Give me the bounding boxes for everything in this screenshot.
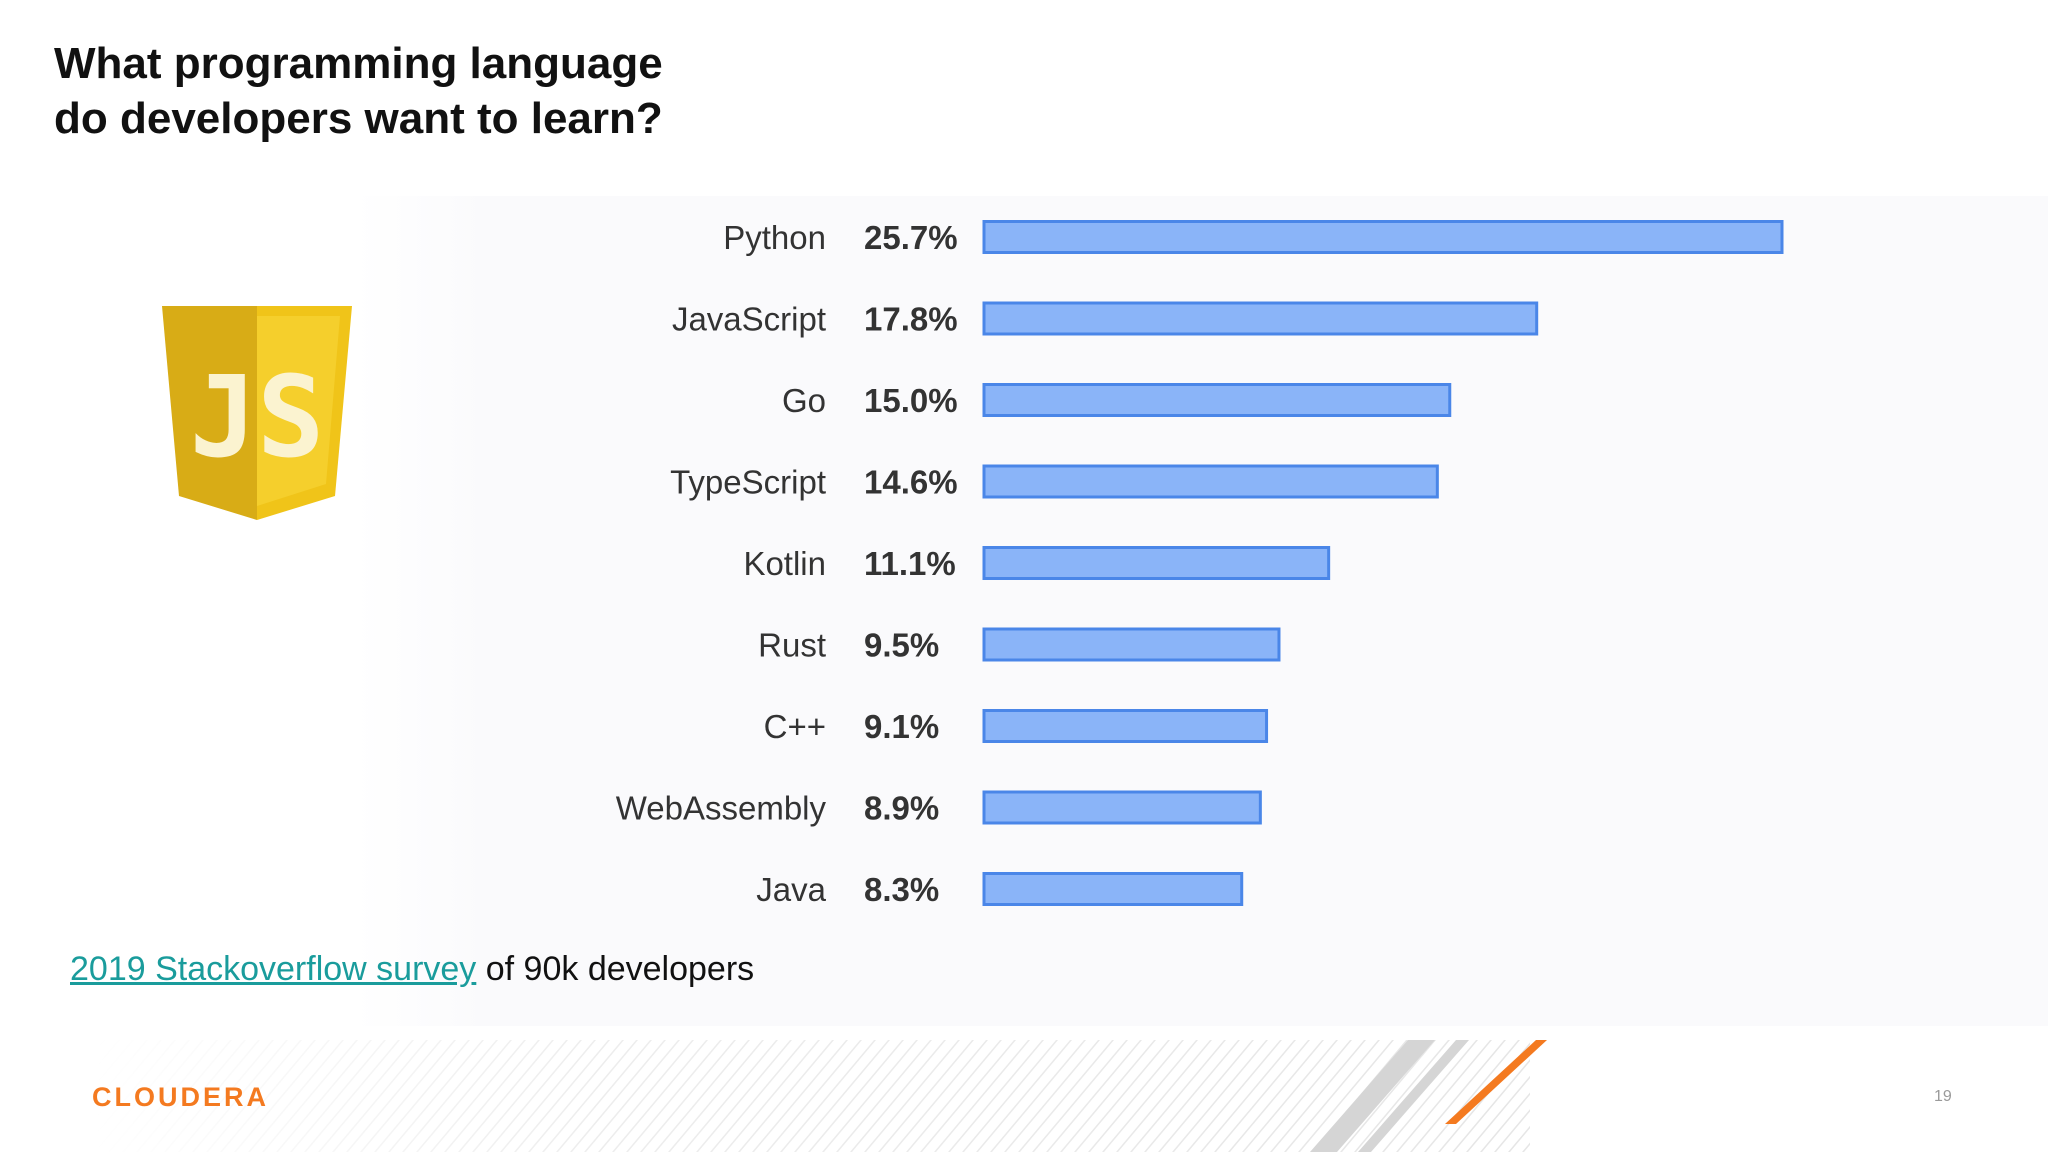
caption: 2019 Stackoverflow survey of 90k develop… xyxy=(70,950,754,989)
value-label: 8.3% xyxy=(864,871,939,908)
footer-gray-slash-2 xyxy=(1358,1040,1469,1152)
category-label: Go xyxy=(782,382,826,419)
logo-shield-inner xyxy=(257,316,340,506)
category-label: JavaScript xyxy=(672,301,826,338)
value-label: 11.1% xyxy=(864,545,956,582)
value-label: 9.5% xyxy=(864,627,939,664)
value-label: 15.0% xyxy=(864,382,958,419)
bar xyxy=(982,301,1539,336)
brand-logo: CLOUDERA xyxy=(92,1082,269,1112)
value-label: 17.8% xyxy=(864,301,958,338)
value-label: 9.1% xyxy=(864,708,939,745)
category-label: Java xyxy=(756,871,826,908)
footer-stripes-decoration xyxy=(90,1040,1547,1152)
bar xyxy=(982,709,1269,743)
caption-text: of 90k developers xyxy=(476,950,755,988)
value-label: 25.7% xyxy=(864,219,958,256)
survey-link[interactable]: 2019 Stackoverflow survey xyxy=(70,950,477,988)
category-label: Rust xyxy=(758,627,826,664)
bar xyxy=(982,627,1281,662)
title-line-1: What programming language xyxy=(54,39,663,88)
footer-orange-slash xyxy=(1445,1040,1547,1124)
category-label: TypeScript xyxy=(670,464,826,501)
category-label: C++ xyxy=(764,708,826,745)
value-label: 8.9% xyxy=(864,790,939,827)
page-number: 19 xyxy=(1934,1088,1952,1105)
category-label: WebAssembly xyxy=(616,790,827,827)
bar xyxy=(982,383,1452,417)
bar xyxy=(982,790,1262,825)
bar xyxy=(982,464,1439,499)
bar xyxy=(982,220,1784,254)
logo-text: JS xyxy=(190,353,325,483)
title-line-2: do developers want to learn? xyxy=(54,94,663,143)
category-label: Python xyxy=(723,219,826,256)
value-label: 14.6% xyxy=(864,464,958,501)
footer-gray-slash-1 xyxy=(1310,1040,1435,1152)
logo-shield-left xyxy=(162,306,257,520)
bar xyxy=(982,872,1244,906)
category-label: Kotlin xyxy=(743,545,826,582)
bar xyxy=(982,546,1331,580)
slide-title: What programming language do developers … xyxy=(54,36,854,146)
chart-marks: Python 25.7% JavaScript 17.8% Go 15.0% TypeScr… xyxy=(616,219,1784,908)
javascript-shield-icon: JS xyxy=(162,306,352,520)
